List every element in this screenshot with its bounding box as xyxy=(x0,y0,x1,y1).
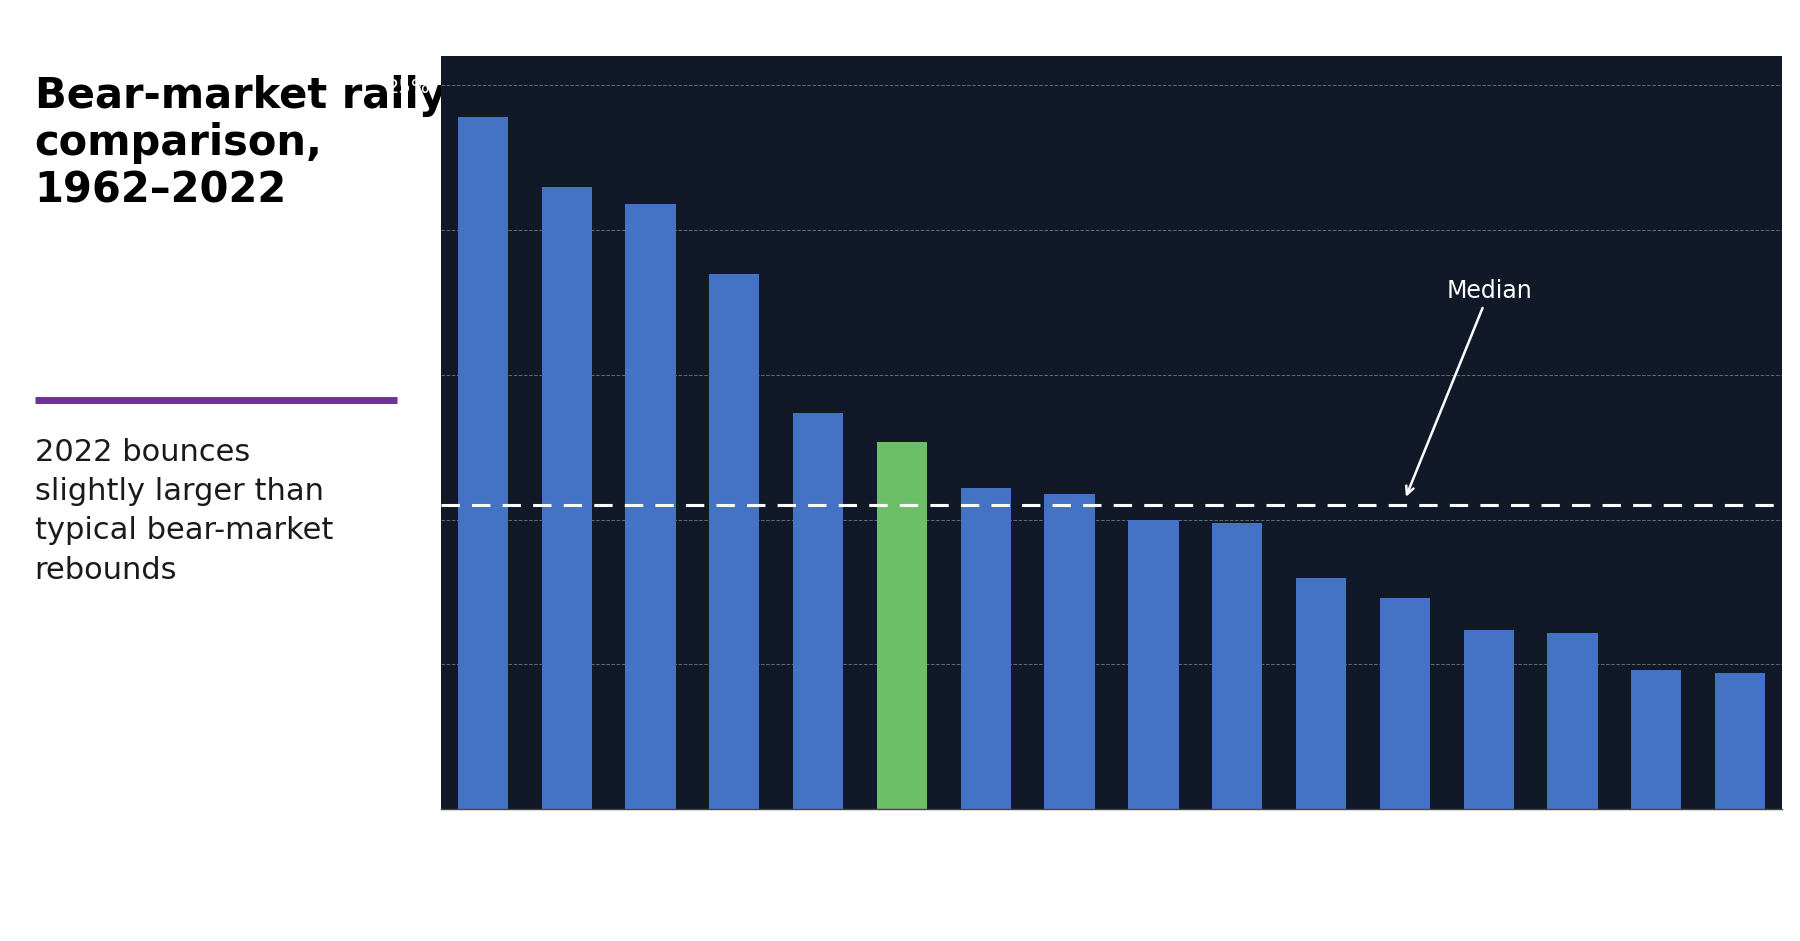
Text: 2022 bounces
slightly larger than
typical bear-market
rebounds: 2022 bounces slightly larger than typica… xyxy=(34,438,333,584)
Bar xyxy=(1129,519,1179,809)
Bar xyxy=(961,487,1012,809)
Text: Median: Median xyxy=(1406,279,1532,494)
Bar xyxy=(709,274,760,809)
Bar xyxy=(1211,522,1262,809)
Bar xyxy=(1463,630,1514,809)
Bar xyxy=(1548,632,1598,809)
Bar xyxy=(1715,673,1766,809)
Bar xyxy=(794,412,842,809)
Bar xyxy=(877,441,927,809)
Bar xyxy=(542,186,592,809)
Bar xyxy=(457,118,508,809)
Bar xyxy=(1631,670,1681,809)
Bar xyxy=(1379,598,1429,809)
Bar xyxy=(1296,578,1346,809)
Bar xyxy=(1044,494,1094,809)
Text: Bear-market rally
comparison,
1962–2022: Bear-market rally comparison, 1962–2022 xyxy=(34,75,445,211)
Bar xyxy=(625,204,675,809)
